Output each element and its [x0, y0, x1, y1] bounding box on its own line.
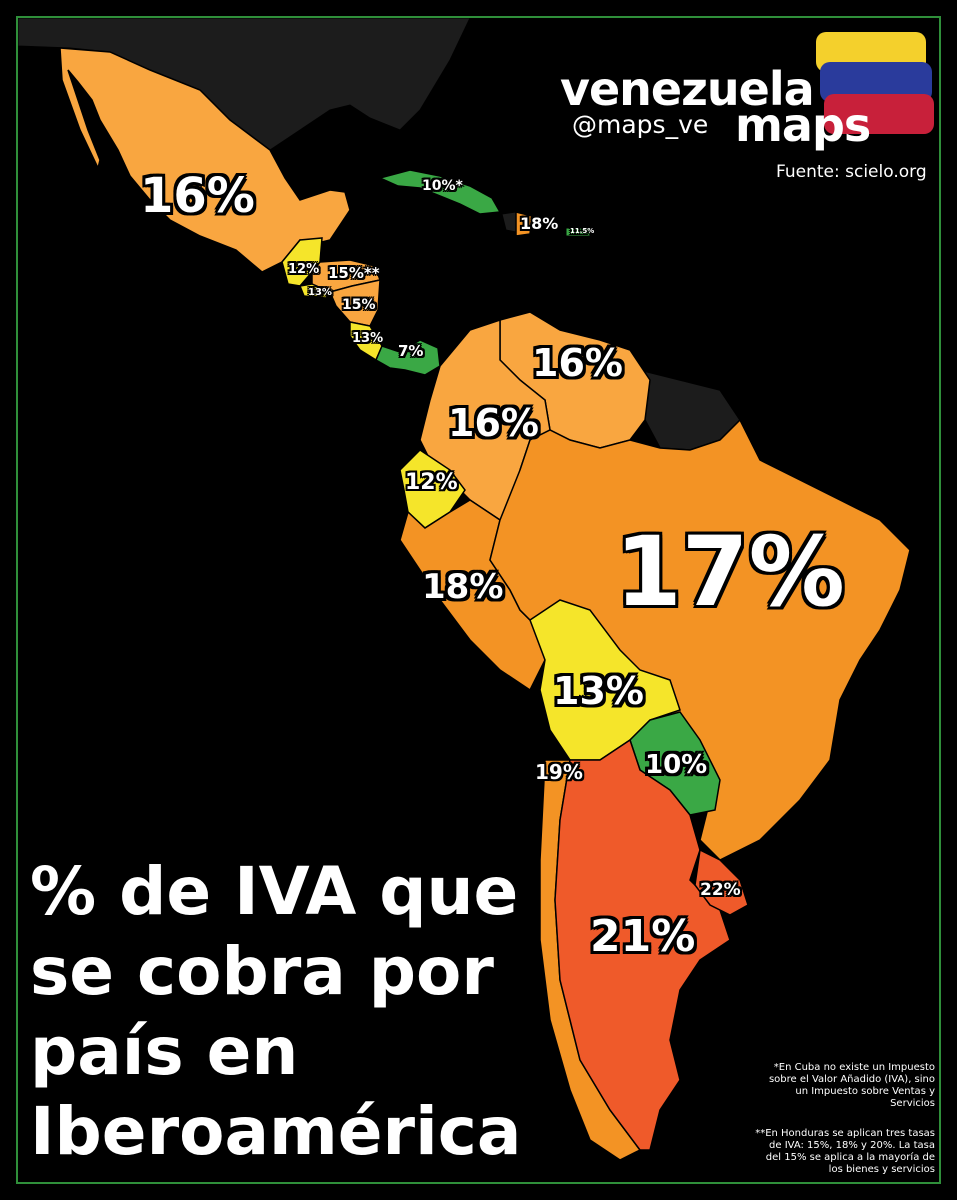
label-costa-rica: 13% [352, 331, 384, 346]
label-ecuador: 12% [405, 470, 458, 495]
label-bolivia: 13% [553, 669, 644, 713]
label-mexico: 16% [140, 168, 255, 224]
footnote-cuba: *En Cuba no existe un Impuesto sobre el … [768, 1062, 935, 1109]
label-chile: 19% [535, 760, 583, 784]
label-colombia: 16% [448, 401, 539, 445]
mexico-shape [59, 47, 351, 273]
brand-name-line1: venezuela [560, 62, 815, 116]
label-peru: 18% [422, 567, 504, 607]
label-panama: 7% [398, 342, 424, 360]
title-line-3: país en [30, 1013, 299, 1090]
uruguay-shape [694, 848, 749, 916]
label-uruguay: 22% [700, 880, 741, 900]
label-cuba: 10%* [422, 178, 463, 194]
puerto-rico-shape [565, 227, 591, 237]
brand-name-line2: maps [735, 98, 871, 152]
label-venezuela: 16% [532, 341, 623, 385]
nicaragua-shape [328, 279, 381, 327]
source-credit: Fuente: scielo.org [776, 162, 927, 182]
panama-shape [375, 339, 441, 376]
title-line-1: % de IVA que [30, 853, 519, 930]
label-paraguay: 10% [645, 750, 708, 780]
label-el-salvador: 13% [308, 287, 332, 298]
dominican-shape [515, 211, 533, 237]
label-puerto-rico: 11.5% [570, 227, 595, 235]
footnote-honduras: **En Honduras se aplican tres tasas de I… [755, 1128, 935, 1175]
haiti-shape [501, 211, 517, 233]
label-dominican: 18% [520, 214, 559, 233]
map-title: % de IVA que se cobra por país en Iberoa… [30, 852, 521, 1172]
label-guatemala: 12% [288, 262, 320, 277]
label-nicaragua: 15% [342, 297, 376, 313]
flag-logo [816, 32, 934, 134]
el-salvador-shape [298, 283, 332, 299]
argentina-shape [554, 738, 731, 1151]
label-argentina: 21% [590, 911, 696, 962]
label-brazil: 17% [615, 516, 845, 628]
title-line-4: Iberoamérica [30, 1093, 522, 1170]
title-line-2: se cobra por [30, 933, 494, 1010]
cuba-shape [377, 169, 502, 215]
label-honduras: 15%** [328, 264, 380, 282]
brand-handle: @maps_ve [572, 110, 709, 139]
